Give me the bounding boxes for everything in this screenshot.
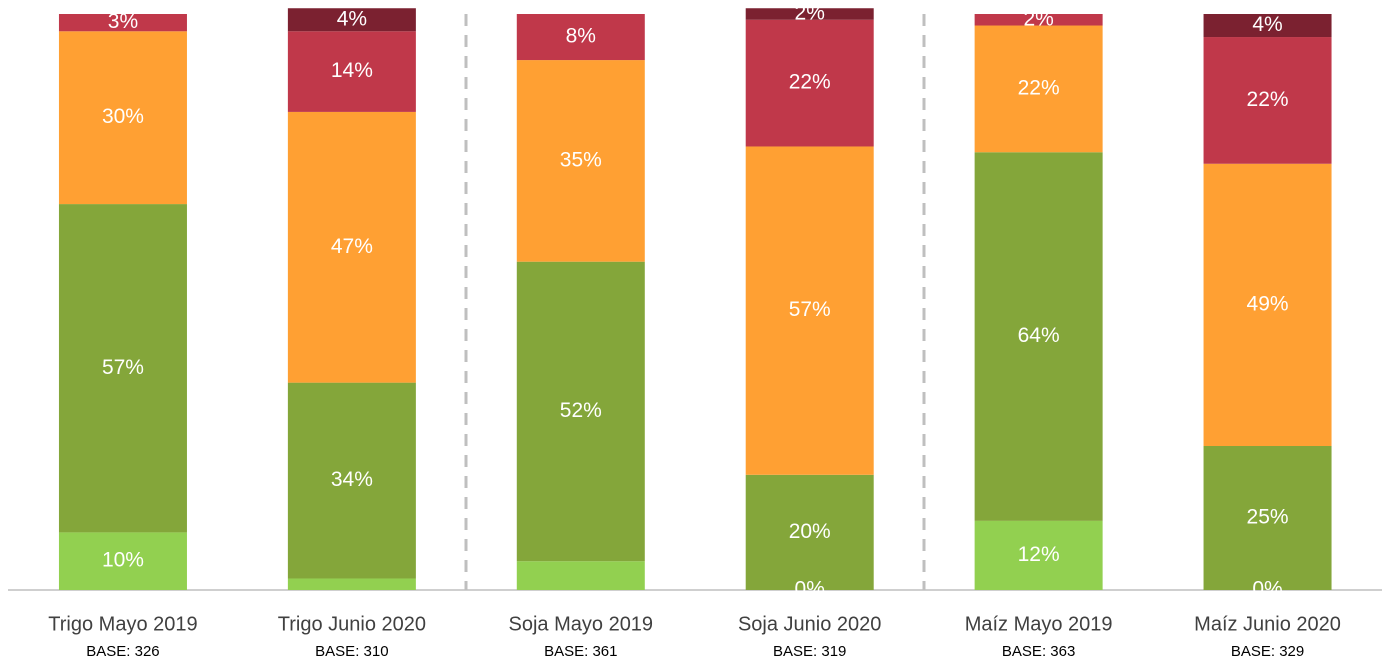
data-label: 0% [1252,578,1282,601]
bar-segment [287,578,416,590]
bar-segment [1203,37,1332,164]
bar-segment [745,474,874,590]
bar-segment [745,146,874,475]
data-label: 2% [1023,7,1053,30]
data-label: 52% [560,399,602,422]
data-label: 30% [102,105,144,128]
bar-segment [287,382,416,579]
bar-segment [745,8,874,20]
data-label: 10% [102,549,144,572]
x-tick-label: Soja Junio 2020 [738,613,881,635]
bar-segment [974,14,1103,26]
data-label: 25% [1247,506,1289,529]
bar-segment [58,532,187,590]
base-label: BASE: 363 [1002,643,1075,660]
bar-segment [516,14,645,61]
bar-segment [1203,446,1332,590]
data-label: 57% [102,356,144,379]
bar-segment [58,31,187,205]
bar-segment [516,561,645,590]
bar-segment [58,204,187,533]
data-label: 4% [1252,13,1282,36]
x-tick-label: Soja Mayo 2019 [509,613,654,635]
data-label: 22% [789,71,831,94]
base-label: BASE: 326 [86,643,159,660]
bar-segment [1203,14,1332,38]
data-label: 4% [337,7,367,30]
bar-segment [287,8,416,32]
base-label: BASE: 319 [773,643,846,660]
base-label: BASE: 361 [544,643,617,660]
data-label: 35% [560,148,602,171]
bar-segment [58,14,187,32]
x-tick-label: Trigo Mayo 2019 [48,613,197,635]
x-tick-label: Trigo Junio 2020 [278,613,426,635]
base-label: BASE: 310 [315,643,388,660]
bar-segment [974,25,1103,153]
data-label: 3% [108,10,138,33]
data-label: 12% [1018,543,1060,566]
data-label: 8% [566,25,596,48]
data-label: 22% [1018,76,1060,99]
bar-segment [1203,163,1332,446]
x-tick-label: Maíz Junio 2020 [1194,613,1341,635]
bar-segment [974,152,1103,521]
data-label: 47% [331,235,373,258]
bar-segment [287,111,416,383]
bar-segment [745,19,874,147]
data-label: 14% [331,59,373,82]
data-label: 34% [331,468,373,491]
x-tick-label: Maíz Mayo 2019 [965,613,1113,635]
data-label: 0% [795,578,825,601]
data-label: 2% [795,2,825,25]
base-label: BASE: 329 [1231,643,1304,660]
bar-segment [516,60,645,262]
data-label: 22% [1247,88,1289,111]
bar-segment [287,31,416,112]
data-label: 20% [789,520,831,543]
bar-segment [974,520,1103,590]
data-label: 64% [1018,324,1060,347]
data-label: 49% [1247,292,1289,315]
bar-segment [516,261,645,562]
data-label: 57% [789,298,831,321]
